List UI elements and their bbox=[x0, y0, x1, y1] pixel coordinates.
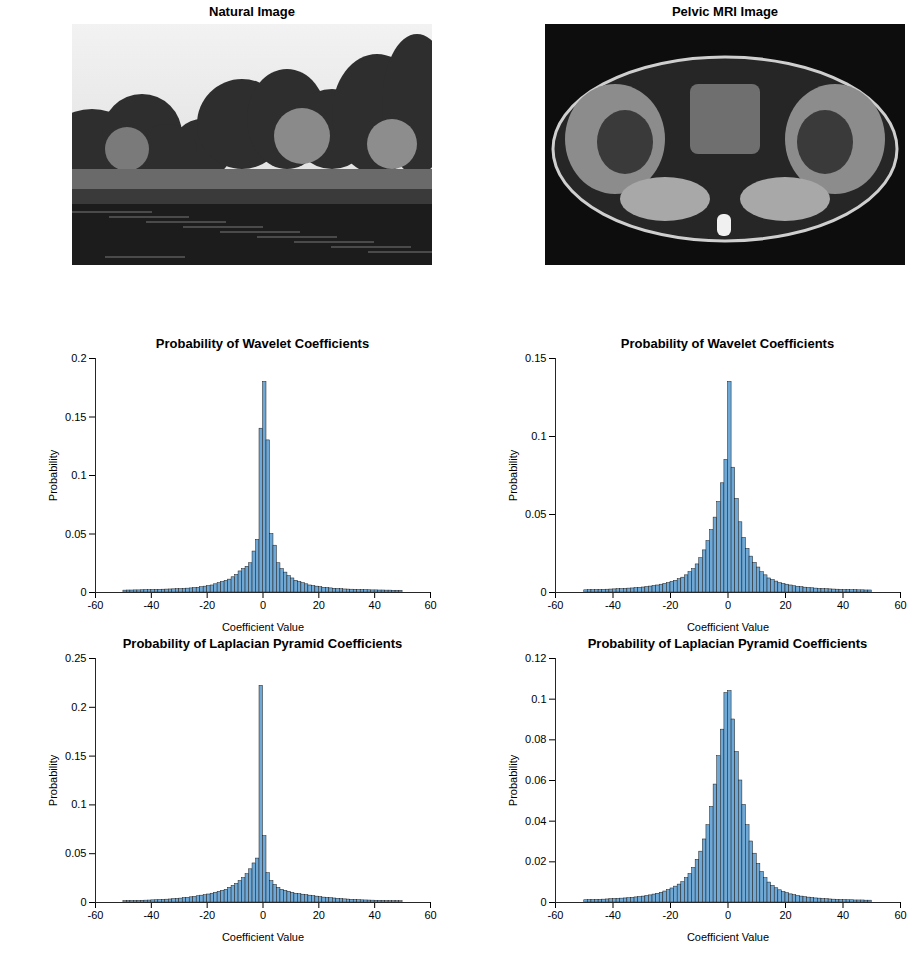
svg-text:0.15: 0.15 bbox=[525, 352, 546, 364]
html-text:Probability of Wavelet Coeffic: Probability of Wavelet Coefficients bbox=[620, 336, 835, 351]
html-text:Pelvic MRI Image: Pelvic MRI Image bbox=[671, 4, 779, 19]
svg-text:0: 0 bbox=[80, 896, 86, 908]
svg-text:-60: -60 bbox=[548, 599, 564, 611]
svg-text:0: 0 bbox=[260, 909, 266, 921]
svg-text:60: 60 bbox=[894, 599, 906, 611]
html-text:Probability of Wavelet Coeffic: Probability of Wavelet Coefficients bbox=[155, 336, 370, 351]
svg-text:-20: -20 bbox=[199, 599, 215, 611]
svg-text:0: 0 bbox=[260, 599, 266, 611]
svg-text:Coefficient Value: Coefficient Value bbox=[687, 621, 769, 633]
svg-text:0.25: 0.25 bbox=[65, 652, 86, 664]
svg-text:40: 40 bbox=[369, 599, 381, 611]
svg-text:0.1: 0.1 bbox=[531, 430, 546, 442]
svg-text:Probability: Probability bbox=[47, 449, 59, 501]
svg-text:0.2: 0.2 bbox=[71, 352, 86, 364]
html-text:Probability of Laplacian Pyram: Probability of Laplacian Pyramid Coeffic… bbox=[122, 636, 403, 651]
svg-text:-40: -40 bbox=[143, 909, 159, 921]
svg-text:0.2: 0.2 bbox=[71, 701, 86, 713]
svg-text:0.12: 0.12 bbox=[525, 652, 546, 664]
svg-text:Probability: Probability bbox=[507, 754, 519, 806]
svg-text:-40: -40 bbox=[605, 909, 621, 921]
svg-text:20: 20 bbox=[313, 909, 325, 921]
svg-text:0.05: 0.05 bbox=[65, 528, 86, 540]
svg-text:60: 60 bbox=[894, 909, 906, 921]
svg-text:-60: -60 bbox=[548, 909, 564, 921]
html-text:Natural Image: Natural Image bbox=[209, 4, 295, 19]
svg-text:Probability: Probability bbox=[47, 754, 59, 806]
svg-text:0.05: 0.05 bbox=[65, 847, 86, 859]
svg-text:-60: -60 bbox=[88, 599, 104, 611]
svg-text:0.1: 0.1 bbox=[71, 469, 86, 481]
svg-text:-40: -40 bbox=[143, 599, 159, 611]
svg-text:0.15: 0.15 bbox=[65, 750, 86, 762]
svg-text:-40: -40 bbox=[605, 599, 621, 611]
html-text:Probability of Laplacian Pyram: Probability of Laplacian Pyramid Coeffic… bbox=[587, 636, 868, 651]
svg-text:0: 0 bbox=[725, 909, 731, 921]
svg-text:0: 0 bbox=[725, 599, 731, 611]
svg-text:60: 60 bbox=[424, 909, 436, 921]
svg-text:20: 20 bbox=[779, 599, 791, 611]
svg-text:0.06: 0.06 bbox=[525, 774, 546, 786]
svg-text:0.08: 0.08 bbox=[525, 733, 546, 745]
svg-text:0: 0 bbox=[540, 896, 546, 908]
svg-text:Coefficient Value: Coefficient Value bbox=[222, 931, 304, 943]
svg-text:0.1: 0.1 bbox=[531, 693, 546, 705]
svg-text:20: 20 bbox=[313, 599, 325, 611]
svg-text:0: 0 bbox=[80, 586, 86, 598]
svg-text:40: 40 bbox=[837, 909, 849, 921]
svg-text:0.02: 0.02 bbox=[525, 855, 546, 867]
svg-text:40: 40 bbox=[369, 909, 381, 921]
svg-text:0: 0 bbox=[540, 586, 546, 598]
svg-text:-60: -60 bbox=[88, 909, 104, 921]
svg-text:Coefficient Value: Coefficient Value bbox=[687, 931, 769, 943]
svg-text:0.04: 0.04 bbox=[525, 815, 546, 827]
svg-text:60: 60 bbox=[424, 599, 436, 611]
svg-text:-20: -20 bbox=[663, 909, 679, 921]
svg-text:-20: -20 bbox=[199, 909, 215, 921]
svg-text:0.05: 0.05 bbox=[525, 508, 546, 520]
svg-text:Coefficient Value: Coefficient Value bbox=[222, 621, 304, 633]
svg-text:Probability: Probability bbox=[507, 449, 519, 501]
svg-text:40: 40 bbox=[837, 599, 849, 611]
svg-text:-20: -20 bbox=[663, 599, 679, 611]
svg-text:0.1: 0.1 bbox=[71, 798, 86, 810]
svg-text:0.15: 0.15 bbox=[65, 411, 86, 423]
svg-text:20: 20 bbox=[779, 909, 791, 921]
